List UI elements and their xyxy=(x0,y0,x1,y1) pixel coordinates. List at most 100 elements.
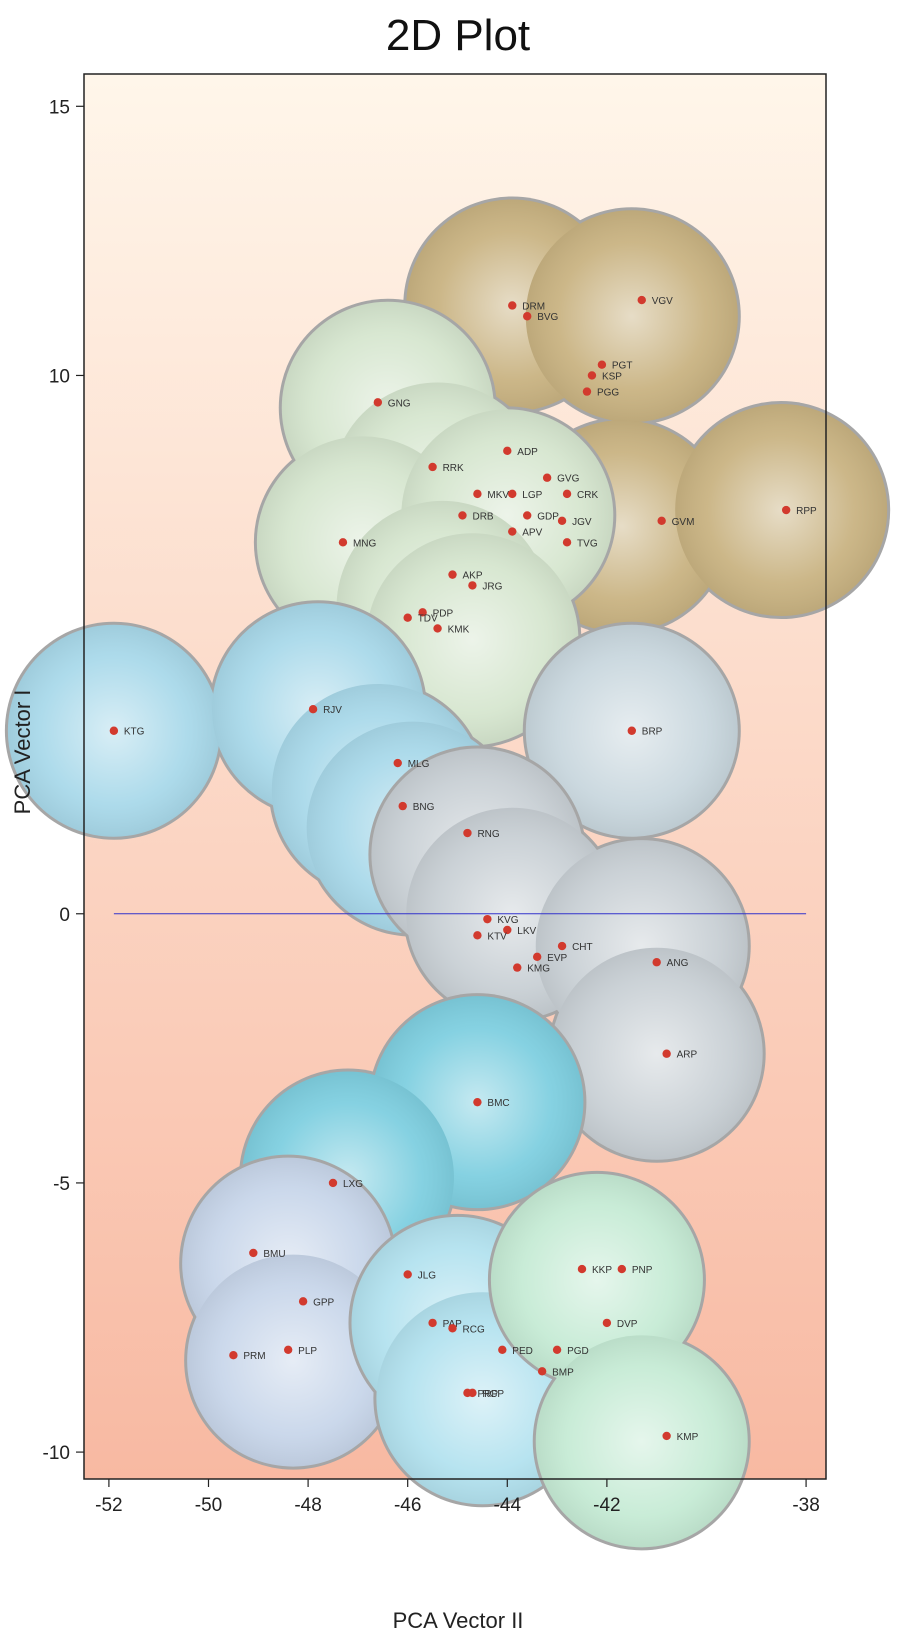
data-point-group: AKP xyxy=(448,570,483,582)
cluster-circle-highlight xyxy=(675,404,888,617)
y-tick-label: 10 xyxy=(49,366,70,387)
data-point xyxy=(473,489,482,499)
data-point-label: PGT xyxy=(612,361,633,372)
data-point-group: KSP xyxy=(587,371,622,382)
data-point-label: RPP xyxy=(796,506,817,517)
data-point xyxy=(508,489,517,499)
data-point xyxy=(403,1270,412,1279)
data-point-group: GVM xyxy=(657,516,694,528)
data-point xyxy=(483,914,492,924)
data-point-label: EVP xyxy=(547,953,567,964)
data-point-group: BVG xyxy=(523,312,559,323)
data-point-label: DRM xyxy=(522,301,545,312)
data-point-group: KKP xyxy=(577,1264,612,1276)
data-point-group: DVP xyxy=(602,1318,638,1330)
data-point-group: JRG xyxy=(468,581,503,592)
x-tick-label: -48 xyxy=(294,1495,321,1516)
data-point-label: GDP xyxy=(537,511,559,522)
cluster-circle-highlight xyxy=(550,947,763,1160)
data-point-label: PGG xyxy=(597,388,619,399)
data-point xyxy=(498,1345,507,1355)
data-point-group: PGG xyxy=(582,387,619,399)
x-axis-ticks: -52 -50 -48 -46 -44 -42 -38 xyxy=(95,1479,820,1516)
data-point-label: PED xyxy=(512,1346,533,1357)
data-point-group: RJV xyxy=(308,705,342,716)
data-point xyxy=(458,511,467,520)
data-point-label: PRP xyxy=(477,1389,498,1400)
data-point xyxy=(657,516,666,526)
data-point-group: KTV xyxy=(473,931,507,942)
data-point-label: MKV xyxy=(487,490,509,501)
data-point xyxy=(503,446,512,456)
data-point xyxy=(433,624,442,633)
cluster xyxy=(368,745,766,1163)
data-point-label: LXG xyxy=(343,1179,363,1190)
data-point-group: RPP xyxy=(781,505,817,517)
data-point-label: KTG xyxy=(124,727,145,738)
data-point xyxy=(508,527,517,536)
data-point xyxy=(229,1350,238,1360)
data-point-group: TVG xyxy=(562,538,598,549)
data-point xyxy=(597,360,607,369)
data-point xyxy=(542,473,552,482)
data-point-label: AKP xyxy=(463,571,483,582)
data-point xyxy=(468,581,477,590)
data-point xyxy=(537,1367,547,1376)
data-point-group: CHT xyxy=(557,941,593,953)
data-point-label: KSP xyxy=(602,371,622,382)
data-point-group: MLG xyxy=(393,758,430,770)
data-point xyxy=(249,1248,258,1258)
data-point-label: PDP xyxy=(433,608,454,619)
data-point-label: BRP xyxy=(642,727,663,738)
data-point-label: BMU xyxy=(263,1249,285,1260)
data-point-group: ARP xyxy=(662,1049,698,1061)
data-point-group: RNG xyxy=(463,828,500,840)
data-point xyxy=(448,1324,457,1333)
data-point-group: LGP xyxy=(508,489,543,501)
data-point xyxy=(627,726,636,735)
data-point-label: LKV xyxy=(517,926,536,937)
data-point xyxy=(463,828,472,838)
data-point-group: KMG xyxy=(513,963,550,975)
data-point-group: GVG xyxy=(542,473,580,485)
data-point xyxy=(562,538,572,547)
data-point-group: KMP xyxy=(662,1431,699,1443)
x-tick-label: -42 xyxy=(593,1495,620,1516)
data-point xyxy=(473,1097,482,1107)
data-point-group: BMP xyxy=(537,1367,574,1378)
data-point-label: KMP xyxy=(677,1432,699,1443)
data-point xyxy=(428,1318,437,1328)
plot-frame xyxy=(83,73,827,1480)
data-point-label: RNG xyxy=(477,829,499,840)
cluster xyxy=(487,1170,751,1551)
x-tick-label: -38 xyxy=(792,1495,819,1516)
data-point-label: APV xyxy=(522,528,542,539)
data-point-label: TDV xyxy=(418,614,438,625)
data-point-group: ANG xyxy=(652,958,689,969)
data-point xyxy=(373,398,383,407)
data-point-label: ANG xyxy=(667,958,689,969)
data-point xyxy=(587,371,597,380)
y-axis-label: PCA Vector I xyxy=(10,690,35,815)
y-tick-label: 15 xyxy=(49,97,70,118)
data-point-group: LXG xyxy=(328,1178,363,1190)
data-point-label: RRK xyxy=(443,463,464,474)
data-point-group: GNG xyxy=(373,398,411,409)
data-point-group: KTG xyxy=(109,726,145,738)
cluster xyxy=(4,600,522,937)
data-point-group: BNG xyxy=(398,801,435,813)
data-point-label: JLG xyxy=(418,1270,437,1281)
data-point-label: KKP xyxy=(592,1265,612,1276)
x-tick-label: -50 xyxy=(195,1495,222,1516)
data-point xyxy=(503,925,512,935)
data-point-label: KVG xyxy=(497,915,518,926)
data-point-group: DRM xyxy=(508,301,545,312)
data-point-label: CRK xyxy=(577,490,598,501)
data-point-group: PRM xyxy=(229,1350,266,1362)
data-point xyxy=(523,511,532,520)
data-point xyxy=(109,726,119,735)
data-point-label: BMC xyxy=(487,1098,509,1109)
data-point xyxy=(577,1264,587,1274)
data-point-label: ADP xyxy=(517,447,538,458)
